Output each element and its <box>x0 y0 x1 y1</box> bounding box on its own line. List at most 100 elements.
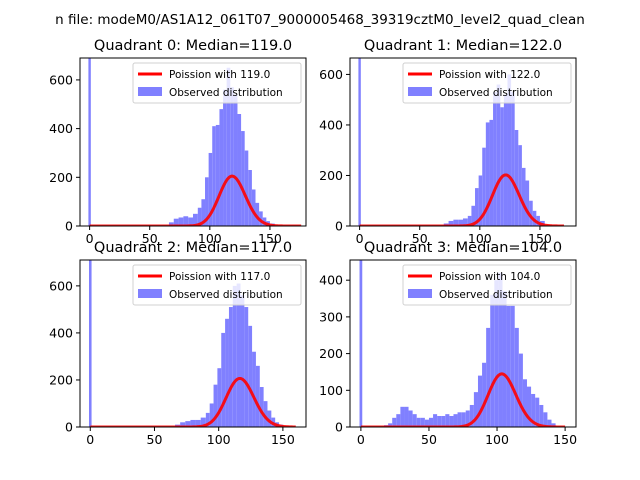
histogram-bar <box>489 119 494 226</box>
histogram-bar <box>433 414 438 427</box>
histogram-bar <box>457 412 462 427</box>
poisson-curve <box>359 173 565 226</box>
y-tick-label: 300 <box>319 309 343 324</box>
y-tick-label: 200 <box>49 372 73 387</box>
histogram-bar <box>412 414 417 427</box>
histogram-bar <box>490 294 495 427</box>
legend-box <box>402 264 572 306</box>
quadrant-2-title: Quadrant 2: Median=117.0 <box>94 240 292 256</box>
histogram-bar <box>88 58 91 226</box>
histogram-bar <box>240 295 245 427</box>
histogram-bar <box>217 368 222 427</box>
histogram-bar <box>248 170 252 226</box>
histogram-bar <box>213 384 218 427</box>
histogram-bar <box>498 272 503 427</box>
x-tick-label: 50 <box>421 432 437 447</box>
histogram-bar <box>518 353 523 427</box>
y-tick-label: 400 <box>49 325 73 340</box>
x-tick-label: 150 <box>553 432 577 447</box>
histogram-bar <box>424 419 429 427</box>
histogram-bar <box>521 167 526 226</box>
histogram-bar <box>496 84 501 226</box>
histogram-bar <box>252 351 256 427</box>
histogram-bar <box>543 412 548 427</box>
histogram-bar <box>190 419 196 427</box>
histogram-bar <box>223 89 227 226</box>
x-tick-label: 50 <box>412 231 428 246</box>
y-tick-label: 100 <box>319 383 343 398</box>
histogram-bar <box>201 199 206 226</box>
histogram-bar <box>514 327 519 427</box>
histogram-bar <box>173 218 179 226</box>
histogram-bar <box>473 392 478 427</box>
x-tick-label: 0 <box>356 231 364 246</box>
poisson-curve <box>360 372 566 427</box>
y-tick-label: 200 <box>319 168 343 183</box>
y-tick-label: 0 <box>65 219 73 234</box>
axes-frame <box>79 57 307 227</box>
legend: Poission with 117.0 Observed distribution <box>132 264 302 306</box>
histogram-bar <box>510 305 515 427</box>
histogram-bar <box>251 189 256 226</box>
y-tick-label: 0 <box>335 219 343 234</box>
axes-frame <box>79 259 307 428</box>
x-tick-label: 0 <box>357 432 365 447</box>
histogram-bar <box>225 318 229 427</box>
histogram-bar <box>178 217 184 226</box>
histogram-bar <box>236 283 241 427</box>
histogram-bar <box>259 387 264 427</box>
histogram-bar <box>237 114 242 226</box>
histogram-bar <box>188 217 193 226</box>
x-tick-label: 150 <box>271 432 295 447</box>
x-tick-label: 150 <box>258 231 282 246</box>
histogram-bar <box>221 332 226 427</box>
histogram-bar <box>388 423 393 427</box>
x-tick-label: 0 <box>86 231 94 246</box>
axes-frame <box>349 259 577 428</box>
histogram-bar <box>420 417 425 427</box>
histogram-bar <box>200 417 206 427</box>
histogram-bar <box>532 210 537 226</box>
legend: Poission with 119.0 Observed distribution <box>132 62 302 104</box>
histogram-bar <box>449 415 454 427</box>
histogram-bar <box>511 92 515 226</box>
figure-suptitle: n file: modeM0/AS1A12_061T07_9000005468_… <box>55 12 585 28</box>
quadrant-2-panel: 0 50 100 150 0 200 400 600 Poission with 117.0 Ob… <box>49 240 307 447</box>
histogram-bar <box>193 213 198 226</box>
histogram-bar <box>485 122 490 226</box>
x-tick-label: 0 <box>86 432 94 447</box>
histogram-bar <box>503 94 508 226</box>
histogram-bar <box>502 291 507 427</box>
histogram-bar <box>212 126 216 226</box>
legend-label-poisson: Poission with 117.0 <box>169 271 270 283</box>
histogram-bar <box>259 211 263 226</box>
histogram-bar <box>197 207 202 226</box>
histogram-bar <box>531 393 536 427</box>
histogram-bar <box>522 379 527 427</box>
y-tick-label: 200 <box>319 346 343 361</box>
histogram-bar <box>441 415 446 427</box>
y-tick-label: 0 <box>65 420 73 435</box>
quadrant-0-title: Quadrant 0: Median=119.0 <box>94 38 292 54</box>
legend-box <box>132 264 302 306</box>
quadrant-3-panel: 0 50 100 150 0 100 200 300 400 Poission with 104.… <box>319 240 577 447</box>
histogram-bar <box>514 130 519 226</box>
legend-patch-swatch <box>408 289 432 298</box>
x-tick-label: 50 <box>147 432 163 447</box>
legend-patch-swatch <box>138 289 162 298</box>
histogram-bar <box>215 124 220 226</box>
histogram-bar <box>547 419 552 427</box>
histogram-bar <box>244 150 249 226</box>
axes-frame <box>349 57 577 227</box>
legend-label-observed: Observed distribution <box>439 87 553 99</box>
histogram-bar <box>458 219 463 226</box>
x-tick-label: 100 <box>468 231 492 246</box>
legend: Poission with 104.0 Observed distribution <box>402 264 572 306</box>
legend-box <box>402 62 572 104</box>
histogram-bar <box>467 215 472 226</box>
histogram-bar <box>244 307 249 427</box>
legend-patch-swatch <box>138 87 162 96</box>
histogram-bar <box>408 410 413 427</box>
histogram-bar <box>428 417 434 427</box>
